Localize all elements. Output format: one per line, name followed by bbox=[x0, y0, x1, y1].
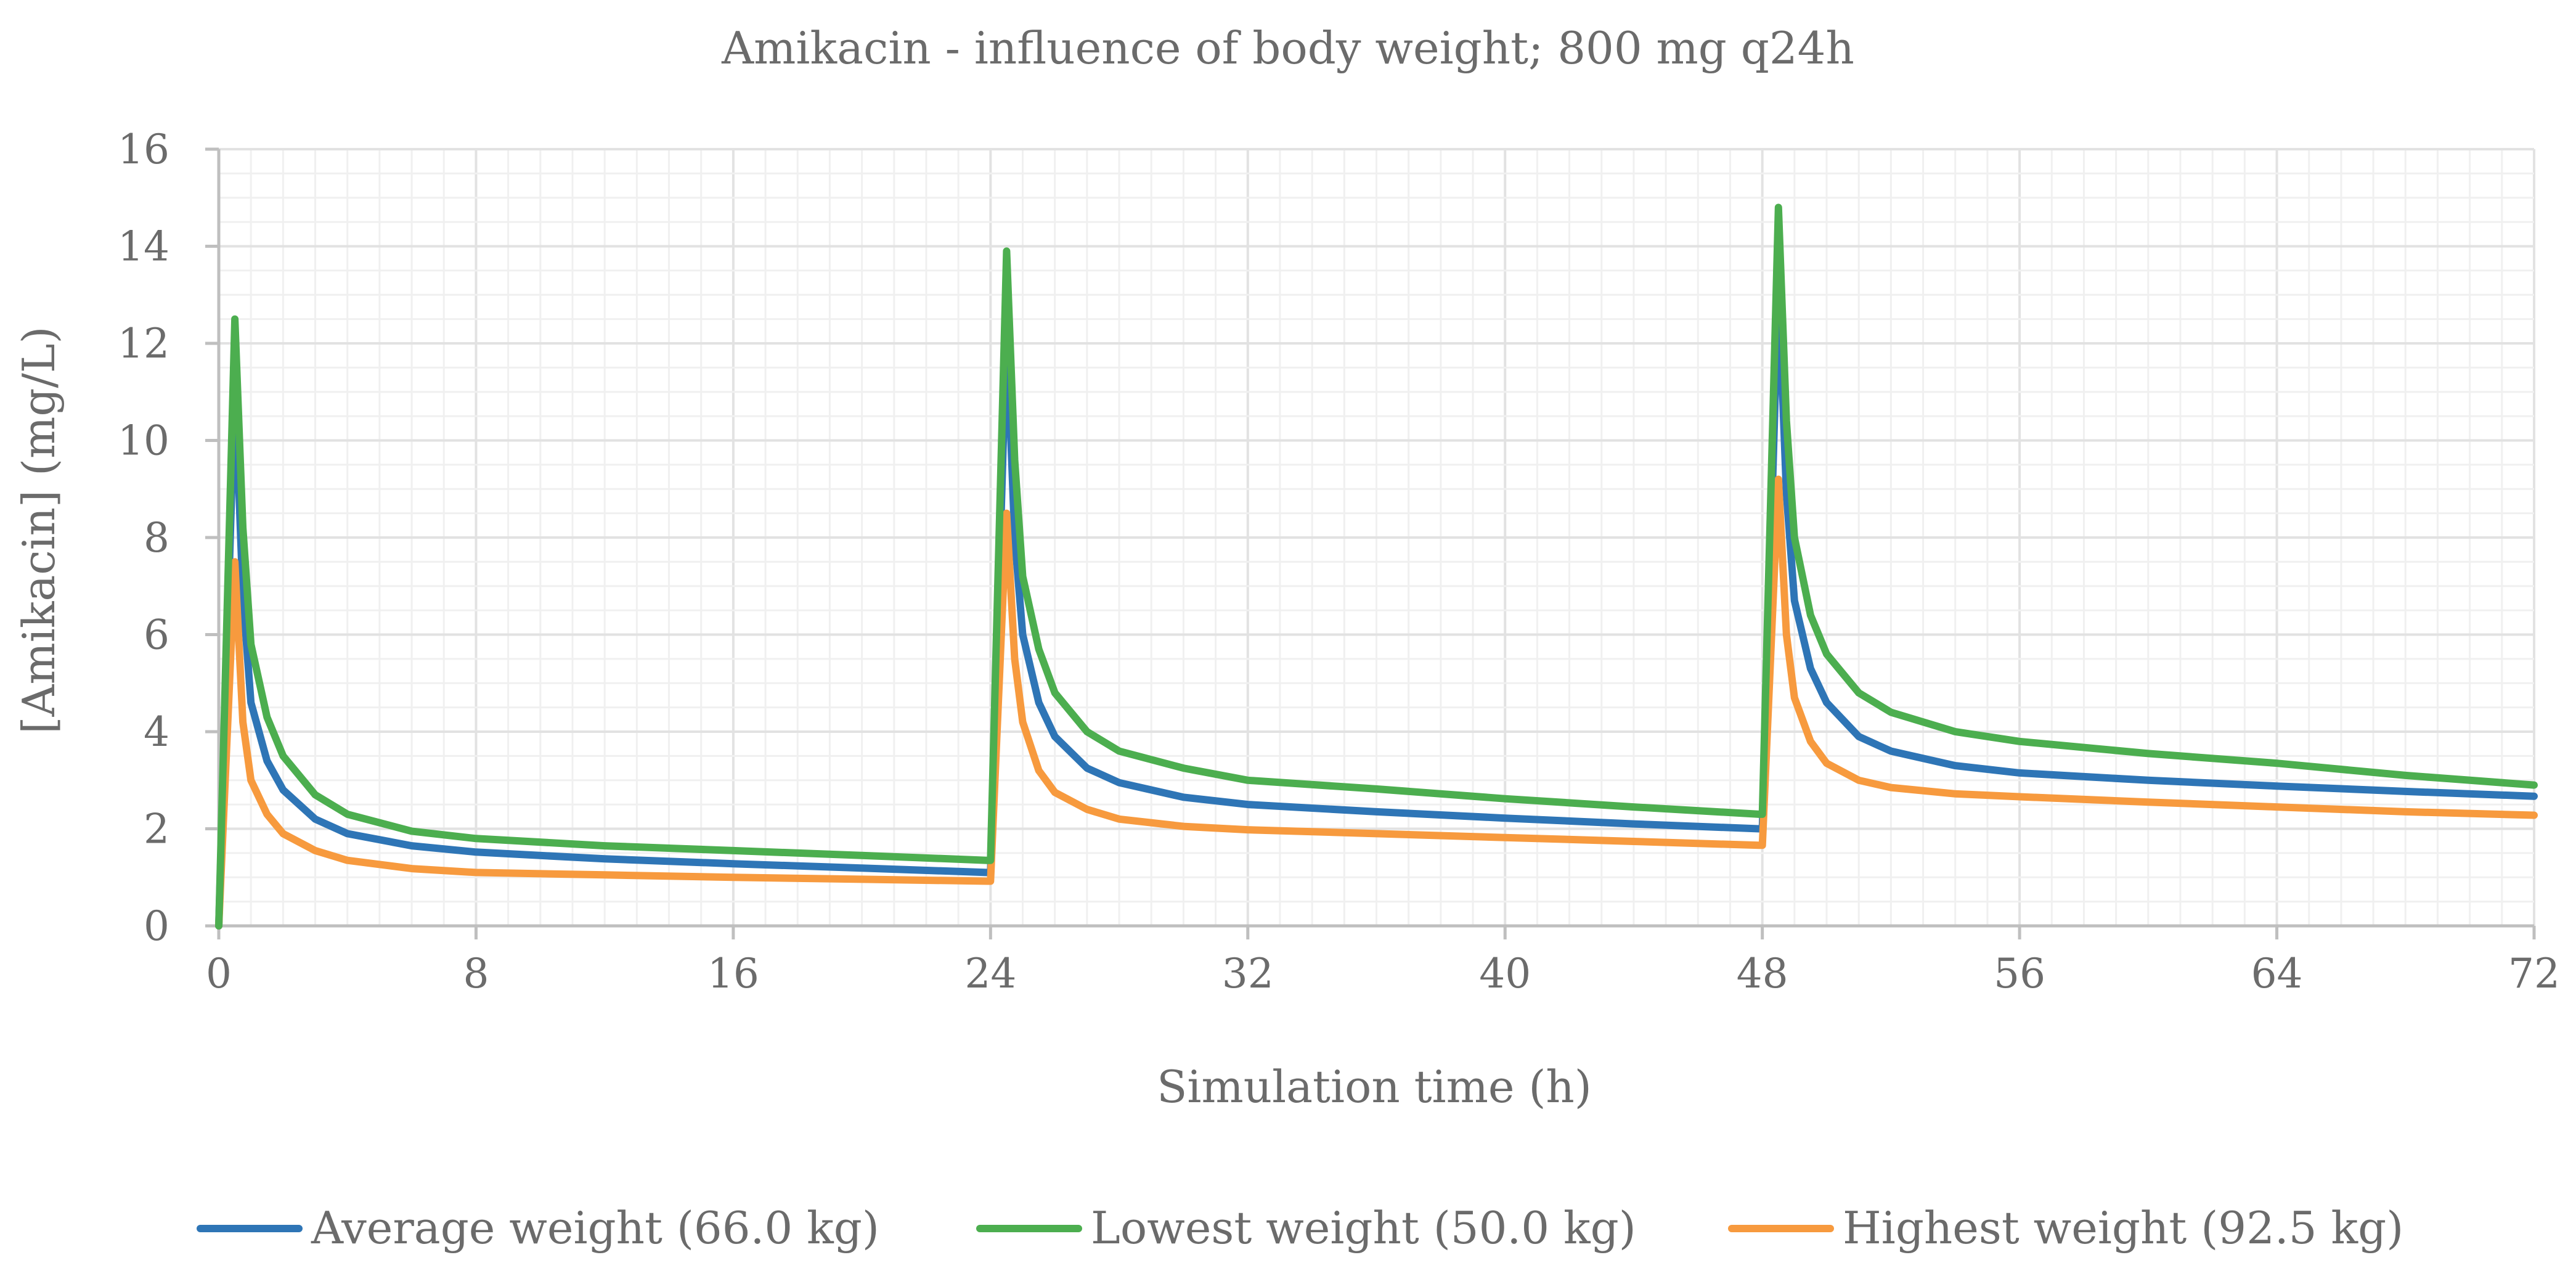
y-axis-title: [Amikacin] (mg/L) bbox=[13, 326, 65, 734]
x-tick-label: 64 bbox=[2251, 950, 2303, 997]
x-tick-label: 24 bbox=[964, 950, 1016, 997]
y-tick-label: 14 bbox=[118, 223, 169, 271]
legend-label: Average weight (66.0 kg) bbox=[311, 1202, 879, 1254]
y-tick-label: 2 bbox=[144, 806, 169, 853]
y-tick-label: 8 bbox=[144, 514, 169, 562]
y-tick-label: 4 bbox=[144, 708, 169, 756]
y-tick-label: 10 bbox=[118, 417, 169, 465]
legend-label: Lowest weight (50.0 kg) bbox=[1091, 1202, 1636, 1254]
y-tick-label: 16 bbox=[118, 126, 169, 173]
x-tick-label: 72 bbox=[2508, 950, 2560, 997]
legend: Average weight (66.0 kg) Lowest weight (5… bbox=[197, 1202, 2403, 1254]
y-tick-label: 6 bbox=[144, 611, 169, 659]
y-tick-label: 12 bbox=[118, 320, 169, 367]
x-tick-label: 0 bbox=[206, 950, 232, 997]
chart-title: Amikacin - influence of body weight; 800… bbox=[721, 22, 1854, 74]
x-tick-label: 8 bbox=[463, 950, 489, 997]
x-tick-label: 56 bbox=[1994, 950, 2045, 997]
x-axis-title: Simulation time (h) bbox=[1157, 1061, 1592, 1113]
series-group bbox=[215, 203, 2538, 930]
series-line-2 bbox=[215, 203, 2538, 930]
legend-label: Highest weight (92.5 kg) bbox=[1843, 1202, 2403, 1254]
x-tick-label: 40 bbox=[1479, 950, 1531, 997]
x-tick-label: 32 bbox=[1222, 950, 1274, 997]
x-tick-label: 48 bbox=[1737, 950, 1788, 997]
axes bbox=[205, 147, 2536, 939]
y-tick-label: 0 bbox=[144, 902, 169, 950]
x-tick-label: 16 bbox=[707, 950, 759, 997]
series-line-1 bbox=[215, 281, 2538, 930]
series-line-3 bbox=[215, 475, 2538, 930]
